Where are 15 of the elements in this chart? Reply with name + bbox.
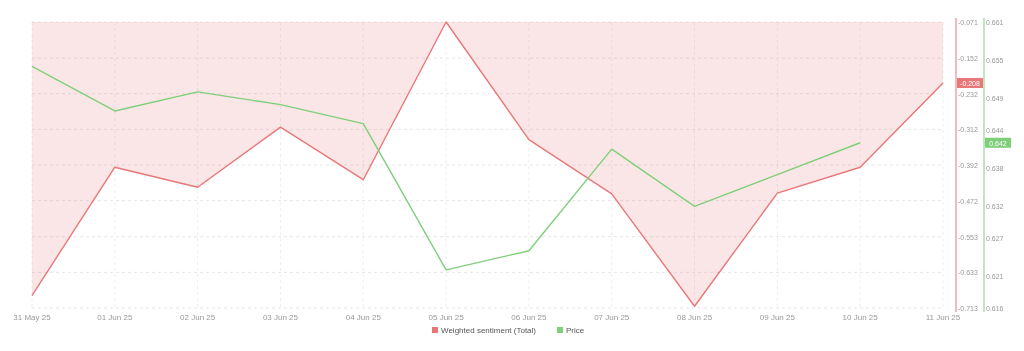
x-tick-label: 03 Jun 25 bbox=[262, 313, 299, 322]
x-tick-label: 09 Jun 25 bbox=[759, 313, 796, 322]
x-tick-label: 05 Jun 25 bbox=[428, 313, 465, 322]
legend-label: Weighted sentiment (Total) bbox=[441, 326, 537, 335]
x-tick-label: 04 Jun 25 bbox=[345, 313, 382, 322]
x-tick-label: 06 Jun 25 bbox=[511, 313, 548, 322]
line-series bbox=[31, 65, 861, 271]
x-tick-label: 01 Jun 25 bbox=[97, 313, 133, 322]
x-tick-label: 31 May 25 bbox=[13, 313, 52, 322]
x-tick-label: 10 Jun 25 bbox=[842, 313, 879, 322]
x-tick-label: 02 Jun 25 bbox=[180, 313, 216, 322]
x-tick-label: 11 Jun 25 bbox=[925, 313, 961, 322]
legend-label: Price bbox=[566, 326, 585, 335]
x-tick-label: 07 Jun 25 bbox=[594, 313, 630, 322]
x-tick-label: 08 Jun 25 bbox=[676, 313, 713, 322]
